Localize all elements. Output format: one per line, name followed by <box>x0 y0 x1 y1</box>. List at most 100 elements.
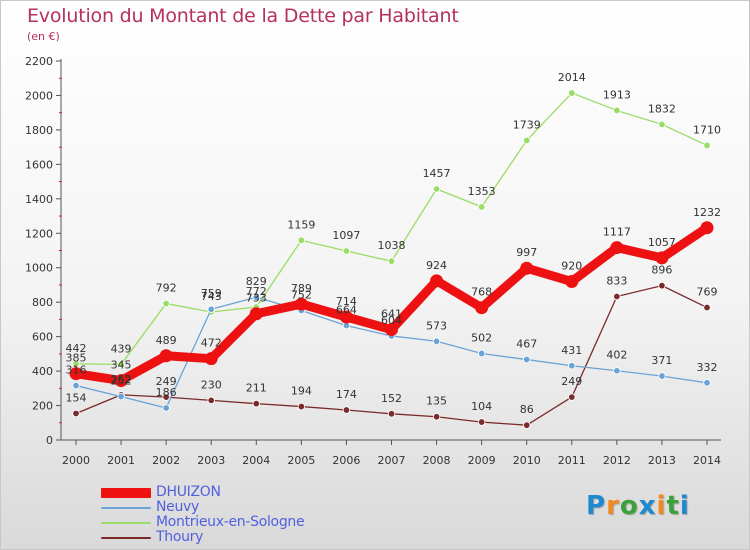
data-label: 573 <box>426 319 447 332</box>
data-point <box>162 299 170 308</box>
data-point <box>477 203 486 211</box>
data-label: 431 <box>561 344 582 357</box>
data-point <box>159 349 173 363</box>
data-point <box>342 406 351 414</box>
x-tick-label: 2007 <box>378 454 406 467</box>
x-tick-label: 2010 <box>513 454 541 467</box>
y-tick-label: 1400 <box>25 193 53 206</box>
data-label: 743 <box>201 290 222 303</box>
x-tick-label: 2003 <box>197 454 225 467</box>
data-label: 385 <box>66 352 87 365</box>
data-label: 1038 <box>378 239 406 252</box>
x-tick-label: 2013 <box>648 454 676 467</box>
data-label: 332 <box>697 361 718 374</box>
legend-label: Montrieux-en-Sologne <box>156 514 305 530</box>
data-label: 211 <box>246 382 267 395</box>
data-label: 920 <box>561 260 582 273</box>
data-point <box>252 293 260 301</box>
data-label: 759 <box>201 287 222 300</box>
y-tick-label: 1600 <box>25 158 53 171</box>
data-point <box>568 393 576 401</box>
y-tick-label: 200 <box>32 400 53 413</box>
y-tick-label: 1000 <box>25 262 53 275</box>
logo-letter: x <box>638 491 657 521</box>
data-label: 252 <box>111 375 132 388</box>
data-label: 769 <box>697 286 718 299</box>
data-label: 792 <box>156 282 177 295</box>
data-point <box>475 301 489 315</box>
logo-letter: i <box>679 491 690 521</box>
data-point <box>385 323 398 337</box>
data-point <box>72 360 80 368</box>
y-tick-label: 0 <box>46 434 53 447</box>
data-point <box>207 305 215 313</box>
data-point <box>568 362 576 370</box>
data-label: 174 <box>336 388 357 401</box>
logo-letter: t <box>666 491 680 521</box>
data-point <box>387 410 396 418</box>
legend-swatch <box>101 507 151 509</box>
data-label: 833 <box>606 274 627 287</box>
logo-letter: i <box>656 491 667 521</box>
data-point <box>162 393 170 401</box>
data-label: 442 <box>66 342 87 355</box>
data-point <box>432 337 441 345</box>
data-point <box>72 381 80 390</box>
data-label: 829 <box>246 275 267 288</box>
data-point <box>703 379 711 387</box>
chart-subtitle: (en €) <box>27 30 60 43</box>
chart-title: Evolution du Montant de la Dette par Hab… <box>27 5 459 27</box>
legend-label: Thoury <box>156 529 204 545</box>
data-label: 154 <box>66 391 87 404</box>
logo-letter: r <box>606 491 620 521</box>
series-dhuizon <box>69 221 714 388</box>
x-tick-label: 2001 <box>107 454 135 467</box>
data-label: 1232 <box>693 206 721 219</box>
data-label: 186 <box>156 386 177 399</box>
y-tick-label: 600 <box>32 331 53 344</box>
data-label: 316 <box>66 364 87 377</box>
x-tick-label: 2011 <box>558 454 586 467</box>
y-tick-label: 2000 <box>25 89 53 102</box>
data-point <box>117 392 125 401</box>
y-tick-label: 400 <box>32 365 53 378</box>
x-tick-label: 2006 <box>332 454 360 467</box>
y-tick-label: 2200 <box>25 55 53 68</box>
data-point <box>613 292 621 301</box>
data-point <box>69 367 83 381</box>
data-label: 402 <box>606 349 627 362</box>
x-tick-label: 2014 <box>693 454 721 467</box>
data-point <box>114 374 128 388</box>
data-point <box>249 307 263 321</box>
data-point <box>432 413 441 421</box>
legend-swatch <box>101 537 151 539</box>
data-point <box>658 120 666 129</box>
data-point <box>387 257 396 265</box>
data-point <box>72 409 80 418</box>
series-thoury <box>72 281 711 429</box>
data-label: 1913 <box>603 88 631 101</box>
data-label: 439 <box>111 342 132 355</box>
data-point <box>117 360 125 369</box>
data-label: 664 <box>336 304 357 317</box>
legend-label: Neuvy <box>156 499 200 515</box>
data-label: 789 <box>291 282 312 295</box>
proxiti-logo: Proxiti <box>586 491 690 521</box>
x-tick-label: 2002 <box>152 454 180 467</box>
data-label: 371 <box>651 354 672 367</box>
data-label: 1457 <box>423 167 451 180</box>
data-point <box>520 261 534 275</box>
data-label: 1097 <box>332 229 360 242</box>
data-point <box>294 297 308 311</box>
data-label: 262 <box>111 373 132 386</box>
legend-label: DHUIZON <box>156 484 221 500</box>
data-label: 1832 <box>648 102 676 115</box>
data-label: 896 <box>651 264 672 277</box>
data-point <box>477 349 486 358</box>
data-point <box>703 303 711 312</box>
data-point <box>339 310 353 324</box>
x-tick-label: 2012 <box>603 454 631 467</box>
data-label: 194 <box>291 385 312 398</box>
